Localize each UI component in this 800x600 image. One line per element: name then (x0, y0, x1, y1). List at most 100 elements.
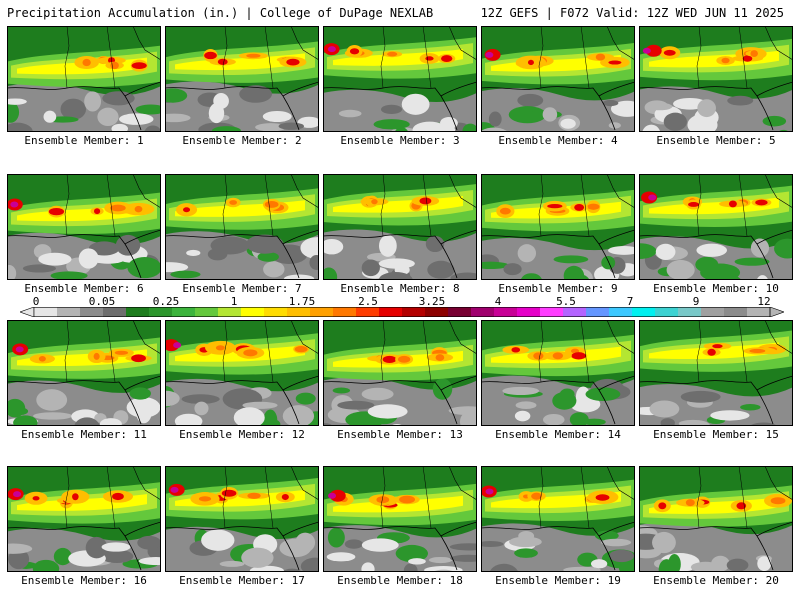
colorbar-tick-label: 12 (757, 295, 771, 308)
ensemble-panel (639, 466, 793, 572)
colorbar-tick-label: 7 (626, 295, 634, 308)
precip-map (323, 26, 477, 132)
ensemble-member-label: Ensemble Member: 9 (498, 282, 618, 295)
colorbar-swatch (218, 307, 242, 317)
ensemble-member-label: Ensemble Member: 20 (653, 574, 779, 587)
colorbar-swatch (540, 307, 564, 317)
colorbar-swatch (586, 307, 610, 317)
ensemble-panel (7, 320, 161, 426)
colorbar-swatch (195, 307, 219, 317)
ensemble-panel (165, 320, 319, 426)
valid-time: 12Z GEFS | F072 Valid: 12Z WED JUN 11 20… (480, 6, 784, 20)
colorbar-swatch (126, 307, 150, 317)
colorbar-tick-label: 0.25 (152, 295, 180, 308)
precip-map (639, 26, 793, 132)
precip-map (639, 320, 793, 426)
colorbar-tick-label: 2.5 (358, 295, 378, 308)
ensemble-member-label: Ensemble Member: 8 (340, 282, 460, 295)
ensemble-member-label: Ensemble Member: 7 (182, 282, 302, 295)
ensemble-panel (323, 466, 477, 572)
ensemble-panel (481, 26, 635, 132)
ensemble-member-label: Ensemble Member: 17 (179, 574, 305, 587)
ensemble-member-label: Ensemble Member: 6 (24, 282, 144, 295)
colorbar-tick-label: 3.25 (418, 295, 446, 308)
ensemble-member-label: Ensemble Member: 16 (21, 574, 147, 587)
colorbar-swatch (402, 307, 426, 317)
precip-map (7, 320, 161, 426)
ensemble-member-label: Ensemble Member: 3 (340, 134, 460, 147)
colorbar-swatch (747, 307, 771, 317)
colorbar-swatch (310, 307, 334, 317)
colorbar-swatch (724, 307, 748, 317)
colorbar-swatch (655, 307, 679, 317)
colorbar-swatch (34, 307, 58, 317)
precip-map (7, 466, 161, 572)
precip-map (323, 466, 477, 572)
ensemble-panel (639, 26, 793, 132)
colorbar-tick-label: 5.5 (556, 295, 576, 308)
ensemble-member-label: Ensemble Member: 2 (182, 134, 302, 147)
ensemble-member-label: Ensemble Member: 18 (337, 574, 463, 587)
colorbar-tick-label: 0 (32, 295, 40, 308)
colorbar-swatch (425, 307, 449, 317)
ensemble-panel (323, 320, 477, 426)
colorbar-tick-label: 1.75 (288, 295, 316, 308)
precip-map (165, 174, 319, 280)
colorbar-swatch (241, 307, 265, 317)
precip-map (639, 174, 793, 280)
precip-map (323, 174, 477, 280)
precip-map (481, 320, 635, 426)
colorbar-swatch (632, 307, 656, 317)
colorbar-swatch (80, 307, 104, 317)
precip-map (481, 466, 635, 572)
colorbar-swatch (149, 307, 173, 317)
precip-map (165, 320, 319, 426)
ensemble-panel (481, 174, 635, 280)
ensemble-panel (165, 174, 319, 280)
header: Precipitation Accumulation (in.) | Colle… (0, 0, 800, 22)
ensemble-member-label: Ensemble Member: 19 (495, 574, 621, 587)
ensemble-panel (323, 174, 477, 280)
ensemble-member-label: Ensemble Member: 15 (653, 428, 779, 441)
ensemble-member-label: Ensemble Member: 5 (656, 134, 776, 147)
colorbar-swatch (678, 307, 702, 317)
precip-map (639, 466, 793, 572)
colorbar-swatch (563, 307, 587, 317)
ensemble-member-label: Ensemble Member: 1 (24, 134, 144, 147)
ensemble-member-label: Ensemble Member: 10 (653, 282, 779, 295)
colorbar-swatch (448, 307, 472, 317)
colorbar-tick-label: 9 (692, 295, 700, 308)
colorbar-swatch (356, 307, 380, 317)
colorbar-swatch (57, 307, 81, 317)
ensemble-panel (7, 466, 161, 572)
colorbar-swatch (333, 307, 357, 317)
precip-map (165, 466, 319, 572)
colorbar-max-arrow (769, 307, 784, 317)
ensemble-panel (7, 26, 161, 132)
ensemble-member-label: Ensemble Member: 14 (495, 428, 621, 441)
colorbar-tick-label: 0.05 (88, 295, 116, 308)
ensemble-panel (481, 466, 635, 572)
ensemble-panel (165, 26, 319, 132)
ensemble-panel (481, 320, 635, 426)
colorbar-min-arrow (20, 307, 35, 317)
ensemble-member-label: Ensemble Member: 13 (337, 428, 463, 441)
colorbar-swatch (471, 307, 495, 317)
colorbar-tick-label: 1 (230, 295, 238, 308)
ensemble-panel (7, 174, 161, 280)
page-title: Precipitation Accumulation (in.) | Colle… (7, 6, 434, 20)
precip-map (165, 26, 319, 132)
colorbar-swatch (701, 307, 725, 317)
ensemble-panel (165, 466, 319, 572)
colorbar-swatch (494, 307, 518, 317)
colorbar-tick-label: 4 (494, 295, 502, 308)
precip-map (323, 320, 477, 426)
colorbar-swatch (103, 307, 127, 317)
colorbar-swatch (379, 307, 403, 317)
colorbar-swatch (287, 307, 311, 317)
colorbar-swatch (609, 307, 633, 317)
precip-map (7, 26, 161, 132)
ensemble-panel (639, 174, 793, 280)
precip-map (481, 174, 635, 280)
colorbar: 0 0.05 0.25 1 1.75 2.5 3.25 4 5.5 7 9 12 (20, 295, 784, 318)
